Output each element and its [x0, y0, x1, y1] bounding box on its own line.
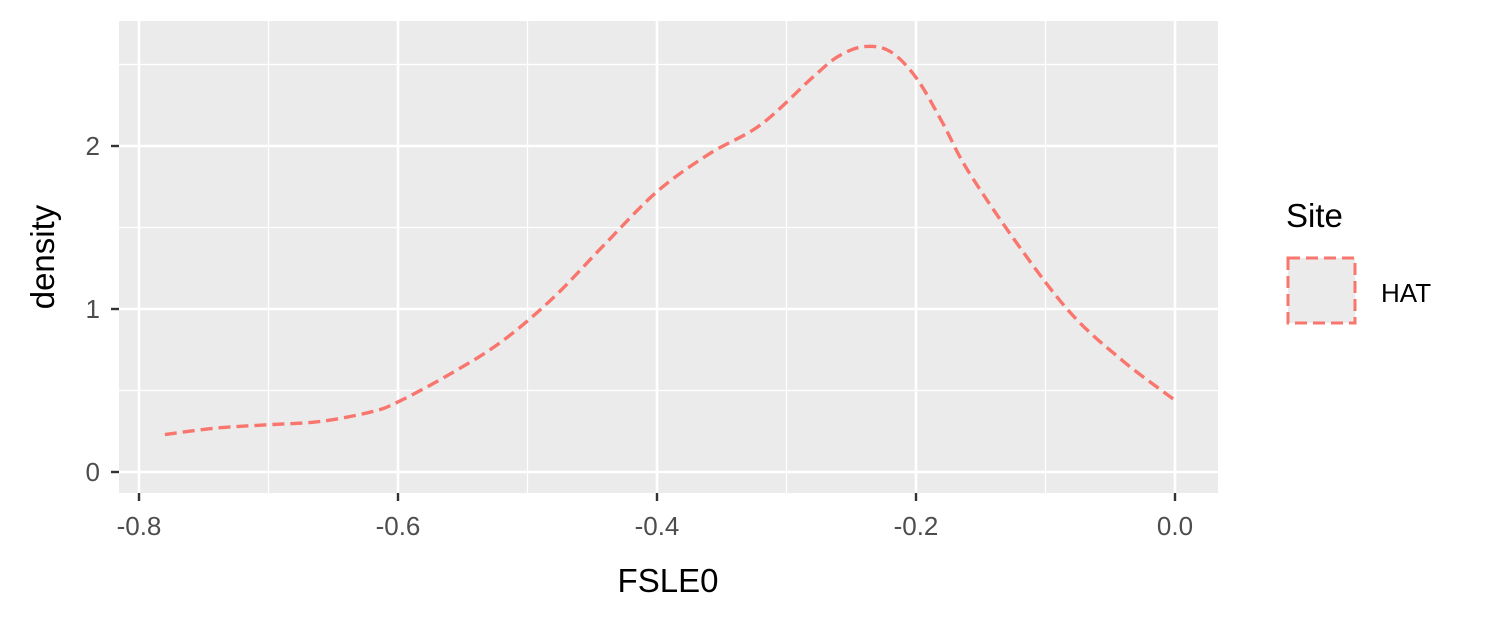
major-gridlines: [119, 21, 1218, 493]
series-line-hat: [164, 44, 1177, 437]
axes: -0.8 -0.6 -0.4 -0.2 0.0 0 1 2: [86, 131, 1194, 541]
legend-key-hat: [1286, 256, 1357, 325]
legend-title: Site: [1286, 197, 1343, 234]
legend-label-hat: HAT: [1381, 278, 1431, 308]
x-tick-label: -0.8: [117, 511, 162, 541]
y-tick-label: 2: [86, 131, 100, 161]
x-tick-label: -0.2: [894, 511, 939, 541]
y-tick-label: 0: [86, 457, 100, 487]
series-layer: [164, 44, 1177, 437]
x-tick-label: 0.0: [1157, 511, 1193, 541]
y-tick-label: 1: [86, 294, 100, 324]
panel-background: [119, 21, 1218, 493]
x-tick-label: -0.6: [376, 511, 421, 541]
y-axis-title: density: [24, 204, 61, 309]
minor-gridlines: [119, 21, 1218, 493]
x-tick-label: -0.4: [635, 511, 680, 541]
legend: Site HAT: [1286, 197, 1431, 325]
x-axis-title: FSLE0: [618, 562, 719, 599]
